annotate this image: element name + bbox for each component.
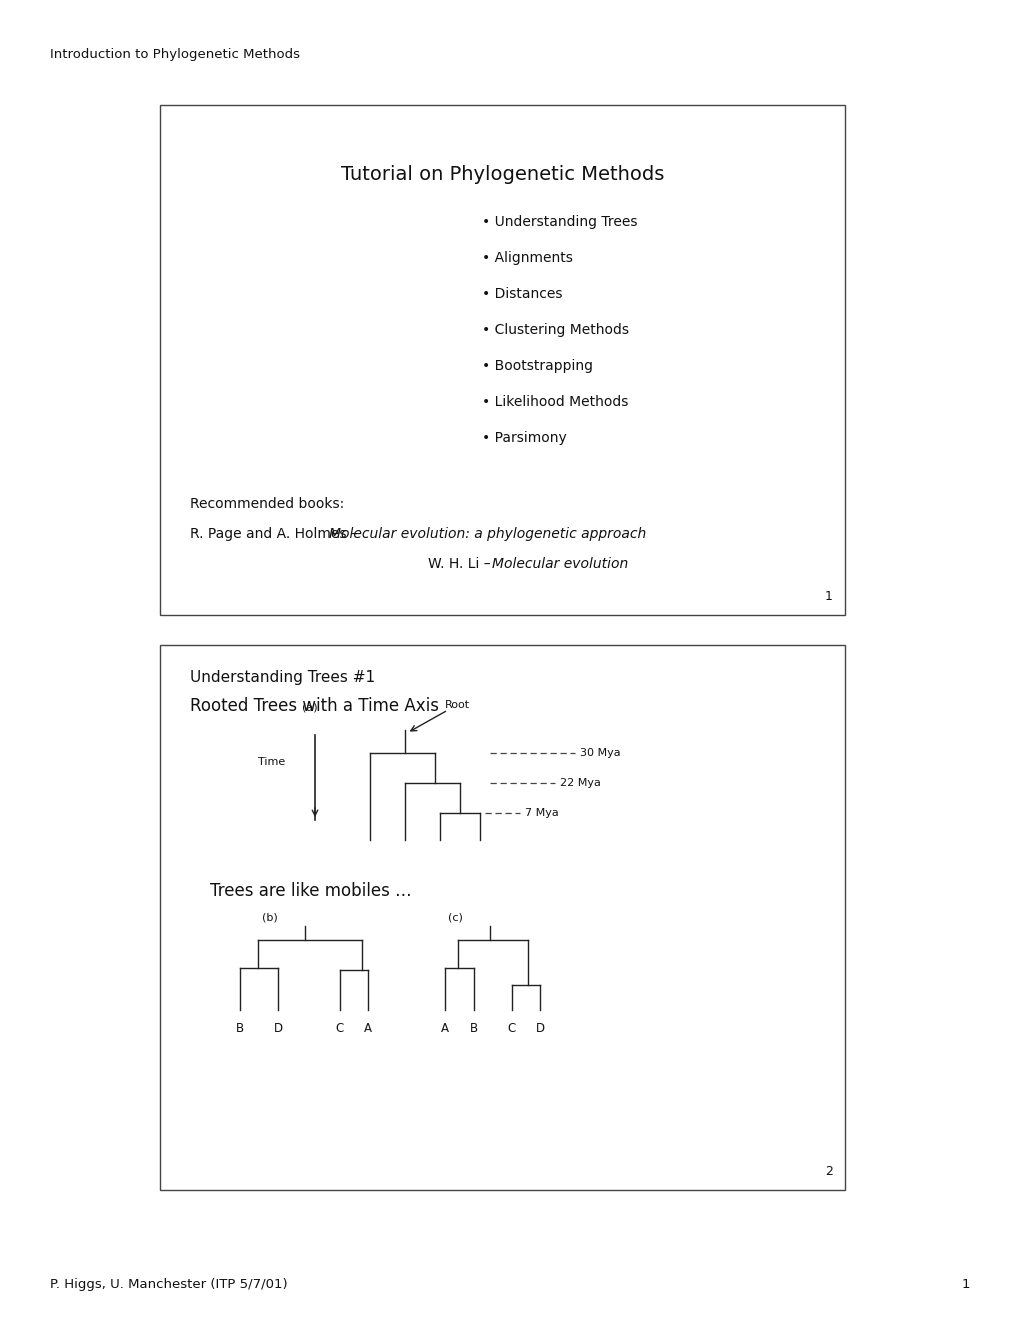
Text: Introduction to Phylogenetic Methods: Introduction to Phylogenetic Methods xyxy=(50,48,300,61)
Text: Root: Root xyxy=(444,700,470,710)
Text: 2: 2 xyxy=(824,1166,833,1177)
Text: (b): (b) xyxy=(262,912,277,921)
Text: Recommended books:: Recommended books: xyxy=(190,498,344,511)
Text: C: C xyxy=(335,1022,343,1035)
Text: • Parsimony: • Parsimony xyxy=(482,432,567,445)
Text: 7 Mya: 7 Mya xyxy=(525,808,558,818)
Text: B: B xyxy=(470,1022,478,1035)
Text: • Likelihood Methods: • Likelihood Methods xyxy=(482,395,629,409)
Bar xyxy=(160,106,844,615)
Text: C: C xyxy=(507,1022,516,1035)
Text: Tutorial on Phylogenetic Methods: Tutorial on Phylogenetic Methods xyxy=(340,165,663,183)
Text: R. Page and A. Holmes –: R. Page and A. Holmes – xyxy=(190,527,362,541)
Text: B: B xyxy=(235,1022,244,1035)
Text: D: D xyxy=(273,1022,282,1035)
Text: Understanding Trees #1: Understanding Trees #1 xyxy=(190,671,375,685)
Text: Molecular evolution: Molecular evolution xyxy=(492,557,628,572)
Text: A: A xyxy=(364,1022,372,1035)
Text: P. Higgs, U. Manchester (ITP 5/7/01): P. Higgs, U. Manchester (ITP 5/7/01) xyxy=(50,1278,287,1291)
Text: W. H. Li –: W. H. Li – xyxy=(428,557,495,572)
Text: • Clustering Methods: • Clustering Methods xyxy=(482,323,629,337)
Text: D: D xyxy=(535,1022,544,1035)
Text: Time: Time xyxy=(258,756,284,767)
Text: (c): (c) xyxy=(447,912,462,921)
Text: Molecular evolution: a phylogenetic approach: Molecular evolution: a phylogenetic appr… xyxy=(329,527,646,541)
Text: • Alignments: • Alignments xyxy=(482,251,573,265)
Text: A: A xyxy=(440,1022,448,1035)
Bar xyxy=(160,645,844,1191)
Text: (a): (a) xyxy=(302,702,318,711)
Text: 1: 1 xyxy=(824,590,833,603)
Text: 30 Mya: 30 Mya xyxy=(580,748,620,758)
Text: 22 Mya: 22 Mya xyxy=(559,777,600,788)
Text: • Bootstrapping: • Bootstrapping xyxy=(482,359,593,374)
Text: • Distances: • Distances xyxy=(482,286,562,301)
Text: • Understanding Trees: • Understanding Trees xyxy=(482,215,637,228)
Text: Trees are like mobiles …: Trees are like mobiles … xyxy=(210,882,412,900)
Text: Rooted Trees with a Time Axis: Rooted Trees with a Time Axis xyxy=(190,697,438,715)
Text: 1: 1 xyxy=(961,1278,969,1291)
